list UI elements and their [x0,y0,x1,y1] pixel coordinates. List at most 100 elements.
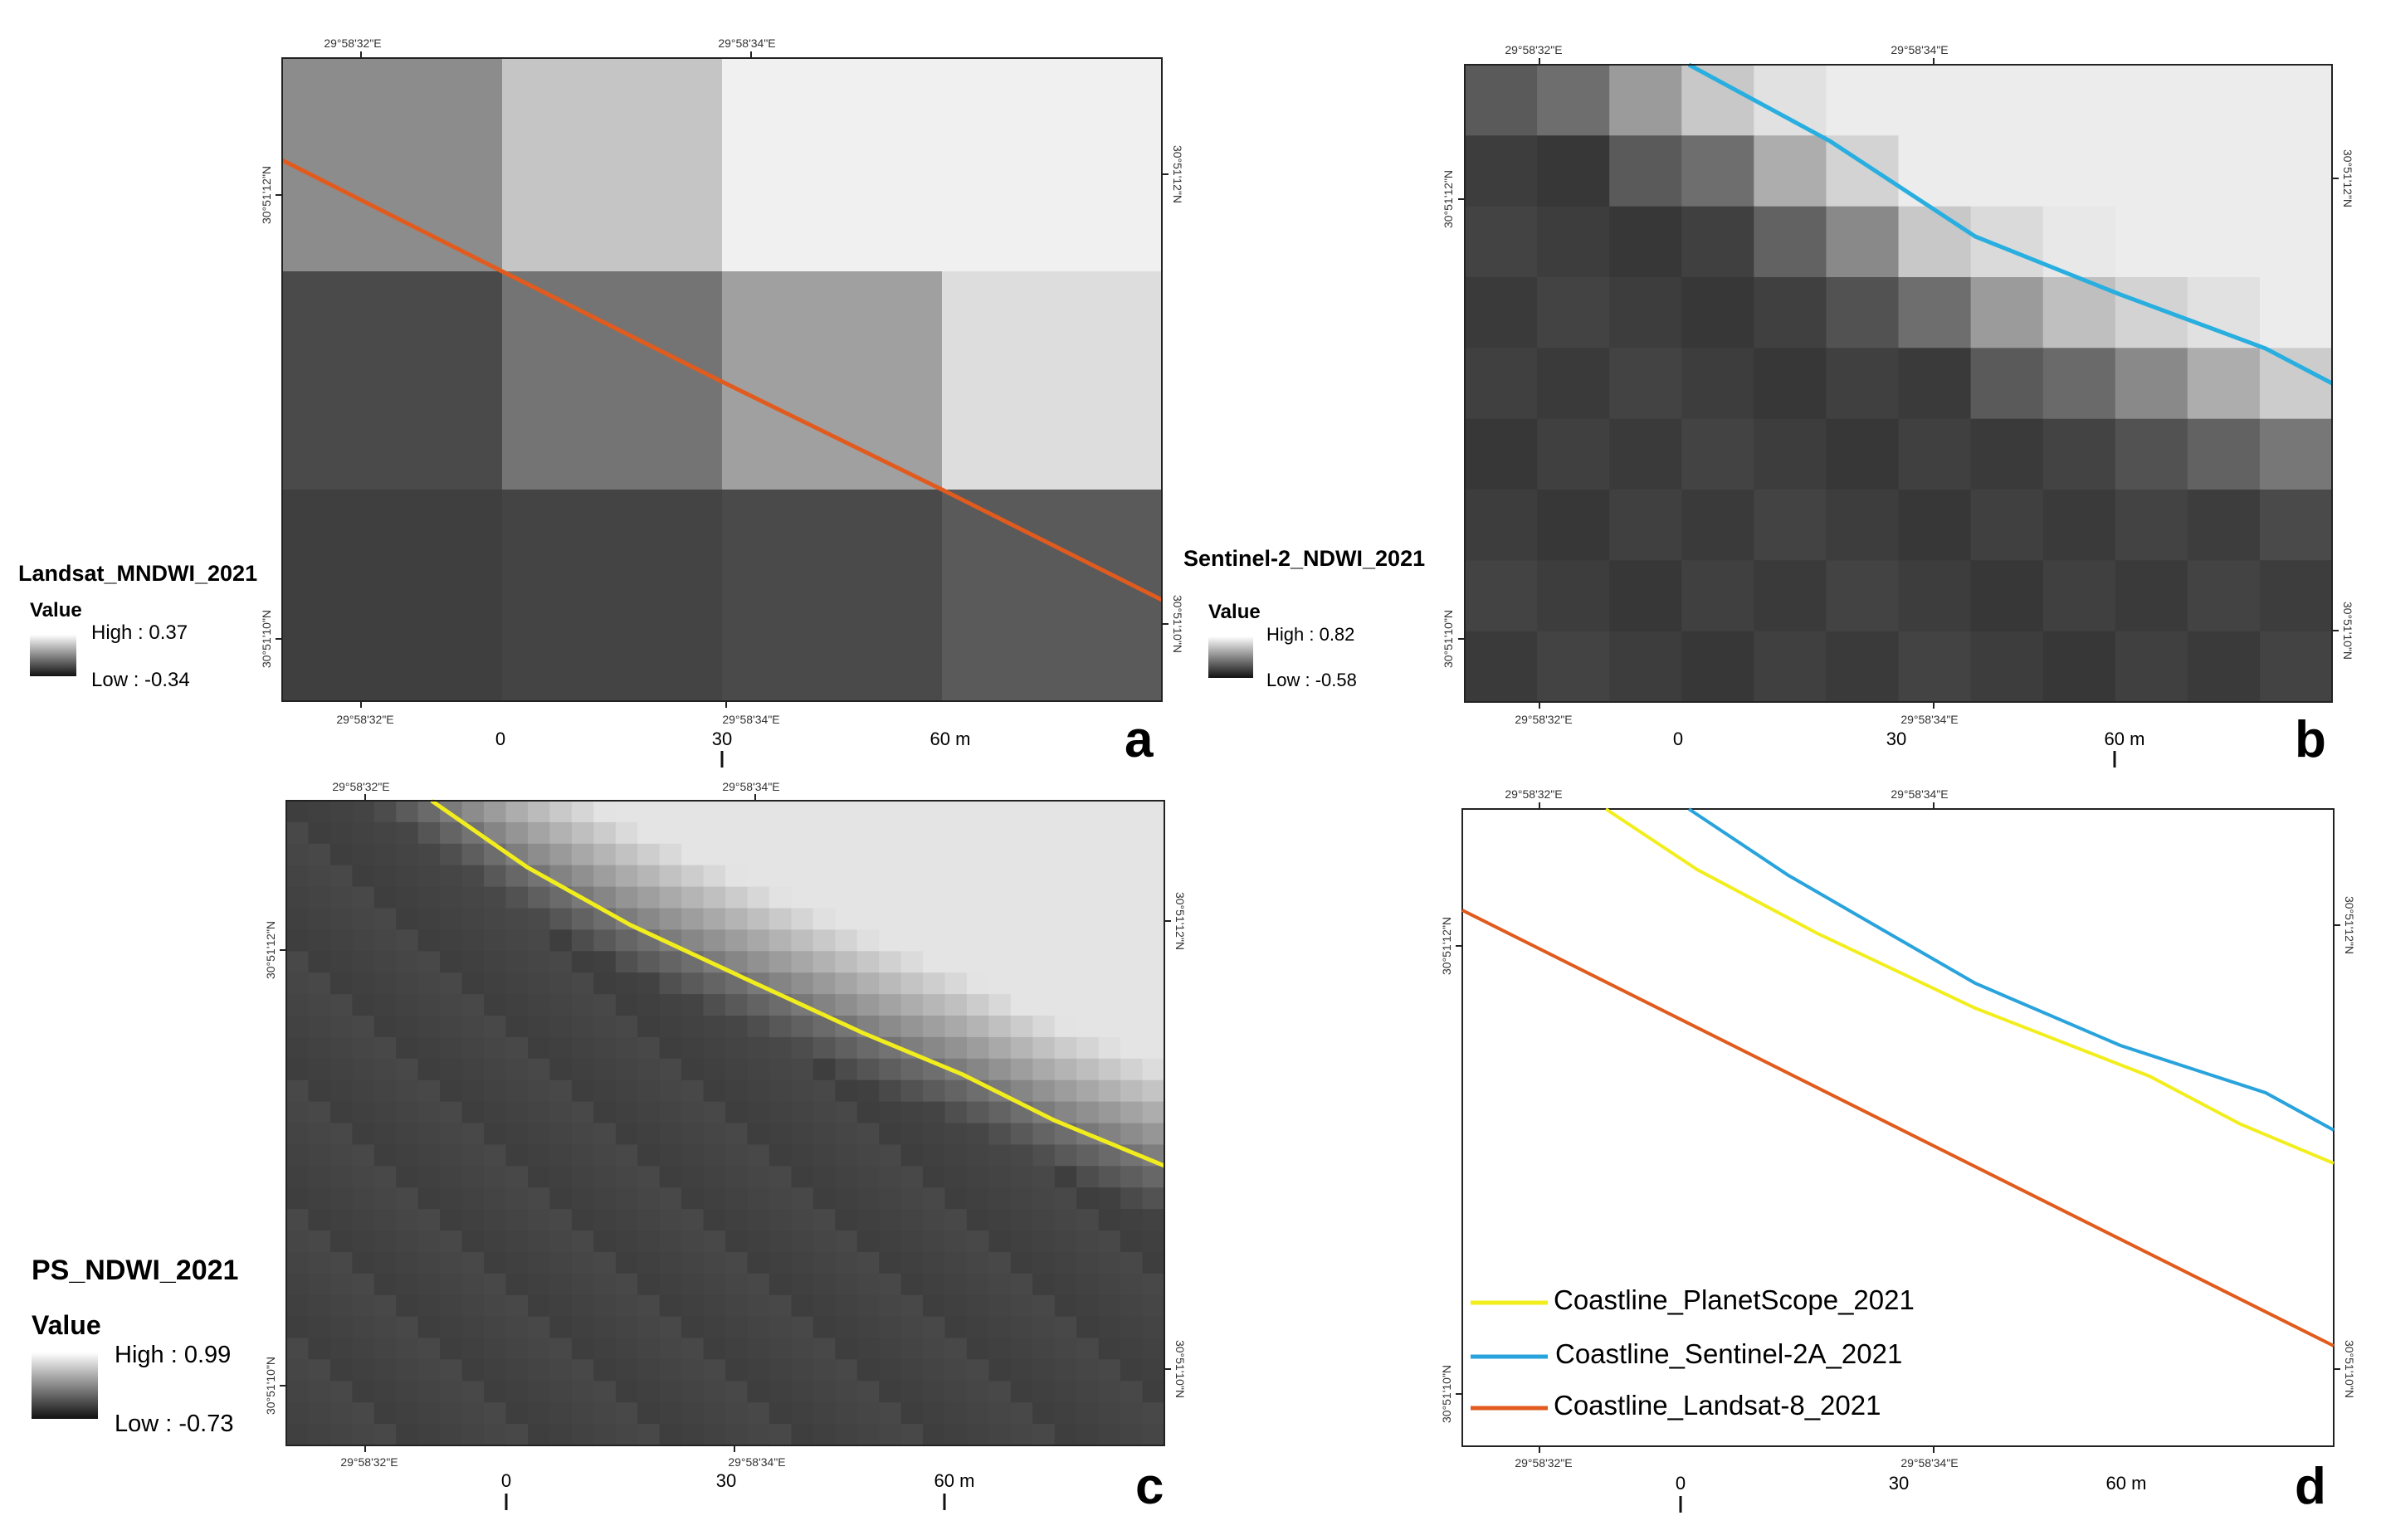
raster-cell [856,843,880,866]
raster-cell [1010,843,1033,866]
raster-cell [812,1079,836,1103]
raster-cell [923,1166,946,1188]
raster-cell [352,865,375,888]
raster-cell [1970,490,2044,561]
raster-cell [286,1402,310,1425]
raster-cell [835,886,858,909]
raster-cell [1010,929,1033,952]
raster-cell [440,1101,463,1124]
raster-cell [461,1209,485,1231]
raster-cell [791,821,814,845]
raster-cell [768,1016,792,1038]
raster-cell [1465,135,1538,207]
raster-cell [417,972,441,995]
raster-cell [417,929,441,952]
raster-cell [352,1058,375,1081]
raster-cell [549,929,573,952]
raster-cell [923,843,946,866]
raster-cell [615,1144,638,1167]
raster-cell [352,1016,375,1038]
raster-cell [352,908,375,930]
raster-cell [835,1231,858,1253]
raster-cell [396,1079,419,1103]
raster-cell [791,1144,814,1167]
raster-cell [352,1424,375,1446]
raster-cell [1142,1381,1165,1403]
raster-cell [505,1187,529,1210]
raster-cell [856,1381,880,1403]
raster-cell [966,886,989,909]
raster-cell [923,1251,946,1274]
raster-cell [329,886,353,909]
raster-cell [659,1036,682,1060]
raster-cell [637,1101,661,1124]
raster-cell [1120,1231,1144,1253]
raster-cell [923,886,946,909]
raster-cell [1120,1338,1144,1360]
raster-cell [1898,135,1972,207]
raster-cell [747,1231,770,1253]
raster-cell [900,1144,924,1167]
raster-cell [768,1036,792,1060]
raster-cell [308,843,331,866]
raster-cell [1609,560,1682,632]
raster-cell [1970,560,2044,632]
raster-cell [1120,843,1144,866]
raster-cell [352,1231,375,1253]
raster-cell [549,1402,573,1425]
raster-cell [615,1338,638,1360]
raster-cell [615,951,638,973]
raster-cell [440,972,463,995]
raster-cell [1076,1209,1100,1231]
raster-cell [835,929,858,952]
raster-cell [681,1166,705,1188]
scale-60-d: 60 m [2106,1473,2147,1494]
raster-cell [571,972,594,995]
raster-cell [373,1058,397,1081]
raster-cell [923,951,946,973]
raster-cell [396,1101,419,1124]
raster-cell [659,865,682,888]
raster-cell [791,801,814,823]
raster-cell [659,1381,682,1403]
raster-cell [484,1273,507,1296]
raster-cell [988,1316,1012,1339]
raster-cell [615,1231,638,1253]
legend-value-label-c: Value [32,1310,101,1340]
raster-cell [549,1424,573,1446]
raster-cell [461,1036,485,1060]
raster-cell [373,1036,397,1060]
raster-cell [1010,1016,1033,1038]
raster-cell [308,1273,331,1296]
map-frame-a [281,57,1163,702]
raster-cell [329,1058,353,1081]
raster-cell [637,1123,661,1145]
raster-cell [791,929,814,952]
raster-cell [373,865,397,888]
raster-cell [944,951,968,973]
raster-cell [812,1231,836,1253]
sentinel-raster[interactable] [1465,65,2333,703]
raster-cell [593,1251,617,1274]
planetscope-raster[interactable] [286,801,1165,1446]
raster-cell [988,1166,1012,1188]
raster-cell [747,1424,770,1446]
raster-cell [791,1338,814,1360]
raster-cell [396,886,419,909]
legend-title-c: PS_NDWI_2021 [32,1255,238,1286]
raster-cell [373,972,397,995]
lat-tick-left-1: 30°51'12"N [1440,917,1453,975]
raster-cell [812,1402,836,1425]
raster-cell [1098,1079,1121,1103]
raster-cell [703,1359,726,1382]
raster-cell [944,1316,968,1339]
raster-cell [308,1402,331,1425]
raster-cell [659,908,682,930]
raster-cell [571,1294,594,1318]
raster-cell [856,1101,880,1124]
raster-cell [1098,929,1121,952]
raster-cell [396,972,419,995]
raster-cell [1898,206,1972,278]
raster-cell [725,1016,749,1038]
raster-cell [1010,801,1033,823]
